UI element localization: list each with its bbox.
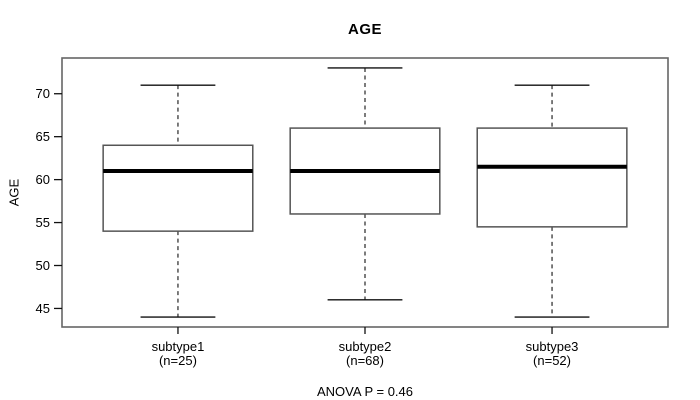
y-tick-label: 65 [36, 129, 50, 144]
y-tick-label: 55 [36, 215, 50, 230]
y-tick-label: 50 [36, 258, 50, 273]
y-tick-label: 70 [36, 86, 50, 101]
iqr-box [102, 144, 254, 232]
y-tick-label: 45 [36, 301, 50, 316]
anova-footnote: ANOVA P = 0.46 [317, 384, 413, 399]
iqr-box [476, 127, 628, 228]
chart-title: AGE [347, 21, 382, 38]
y-tick-label: 60 [36, 172, 50, 187]
